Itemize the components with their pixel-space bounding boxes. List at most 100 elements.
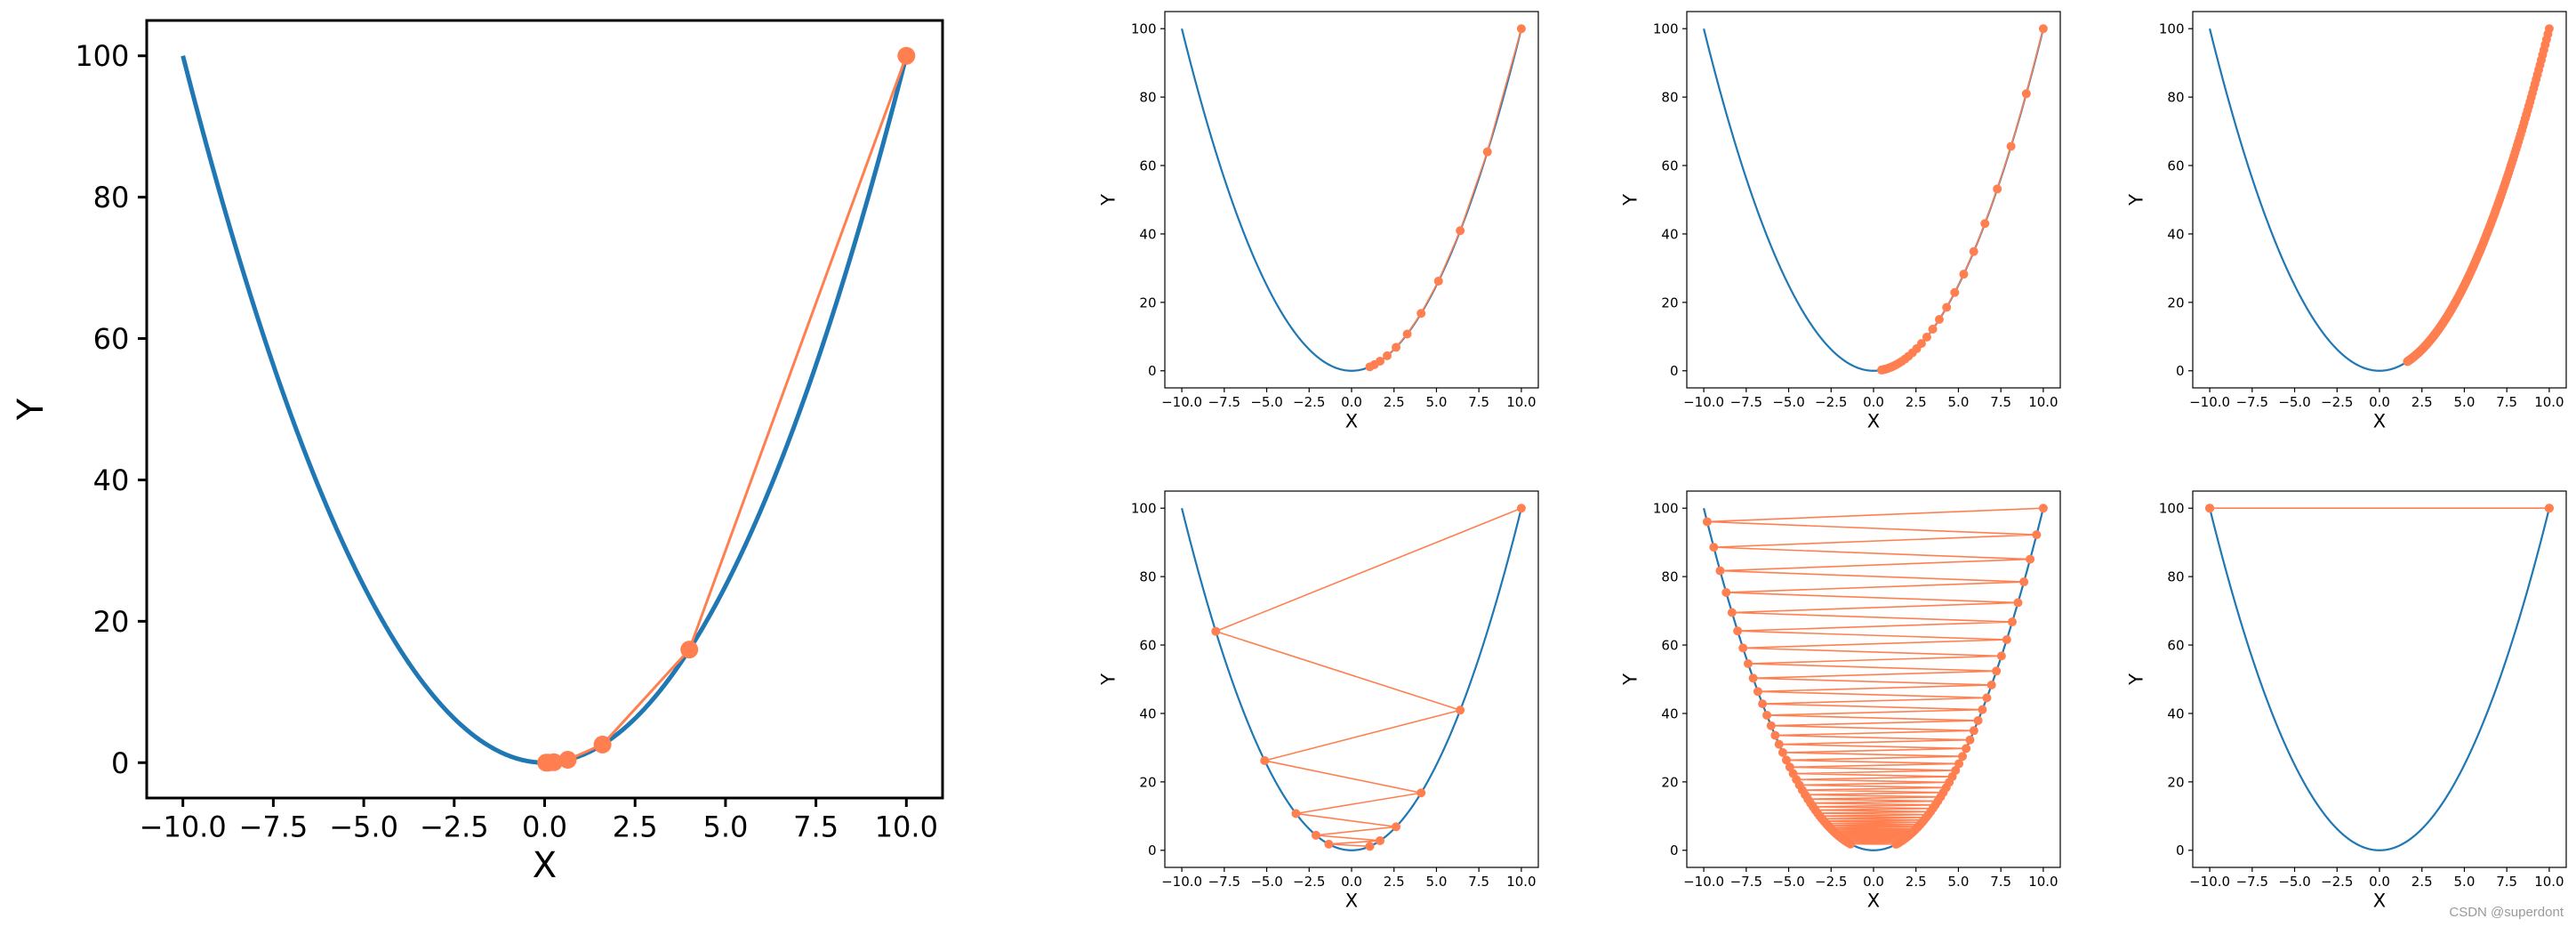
descent-point bbox=[1959, 270, 1969, 279]
function-curve bbox=[181, 55, 909, 765]
y-tick-label: 0 bbox=[2176, 363, 2185, 379]
descent-path bbox=[1215, 507, 1522, 848]
y-tick-label: 20 bbox=[2167, 294, 2184, 310]
y-tick-label: 80 bbox=[2167, 569, 2184, 585]
chart-panel-5: −10.0 −7.5 −5.0 −2.5 0.0 2.5 5.0 7.5 10.0 0 20 40 60… bbox=[1097, 490, 1539, 911]
y-tick-label: 100 bbox=[1131, 21, 1157, 37]
y-tick-label: 0 bbox=[1148, 842, 1157, 858]
x-tick-label: −7.5 bbox=[239, 810, 309, 844]
y-tick-label: 0 bbox=[1670, 363, 1679, 379]
descent-point bbox=[1291, 809, 1301, 818]
descent-point bbox=[1934, 315, 1944, 325]
descent-point bbox=[1748, 673, 1758, 683]
descent-point bbox=[1733, 626, 1743, 636]
y-tick-label: 20 bbox=[2167, 774, 2184, 790]
x-tick-label: 10.0 bbox=[875, 810, 938, 844]
x-tick-label: 0.0 bbox=[522, 810, 567, 844]
x-tick-label: 5.0 bbox=[2454, 394, 2476, 410]
x-axis-label: X bbox=[2373, 890, 2386, 911]
chart-panel-2: −10.0 −7.5 −5.0 −2.5 0.0 2.5 5.0 7.5 10.0 0 20 40 60… bbox=[1097, 11, 1539, 431]
x-tick-label: 0.0 bbox=[2369, 874, 2390, 890]
descent-point bbox=[1891, 840, 1901, 850]
descent-point bbox=[1942, 302, 1952, 312]
descent-point bbox=[1846, 839, 1856, 849]
descent-point bbox=[1758, 699, 1768, 709]
descent-point bbox=[1715, 566, 1725, 576]
y-tick-label: 0 bbox=[111, 746, 129, 780]
descent-point bbox=[2013, 598, 2023, 608]
y-tick-label: 40 bbox=[2167, 226, 2184, 242]
descent-point bbox=[1456, 226, 1465, 236]
y-tick-label: 100 bbox=[2159, 21, 2185, 37]
descent-point bbox=[1950, 287, 1960, 297]
descent-point bbox=[1376, 835, 1385, 845]
y-axis-label: Y bbox=[11, 398, 52, 421]
descent-point bbox=[1433, 276, 1443, 286]
x-axis-label: X bbox=[2373, 410, 2386, 431]
x-tick-label: 5.0 bbox=[1948, 874, 1970, 890]
chart-panel-1: −10.0 −7.5 −5.0 −2.5 0.0 2.5 5.0 7.5 10.0 0 20 40 60… bbox=[11, 19, 944, 886]
x-tick-label: 7.5 bbox=[1468, 874, 1489, 890]
y-tick-label: 80 bbox=[1661, 90, 1678, 106]
x-tick-label: −5.0 bbox=[329, 810, 398, 844]
descent-point bbox=[1516, 504, 1526, 513]
descent-point bbox=[1978, 705, 1987, 714]
y-axis-label: Y bbox=[1619, 673, 1641, 686]
y-tick-label: 80 bbox=[1139, 90, 1156, 106]
x-tick-label: −5.0 bbox=[2278, 394, 2310, 410]
x-tick-label: 2.5 bbox=[613, 810, 658, 844]
x-tick-label: 7.5 bbox=[2496, 874, 2517, 890]
y-tick-label: 100 bbox=[2159, 501, 2185, 517]
descent-point bbox=[1762, 710, 1772, 720]
x-tick-label: 10.0 bbox=[2028, 394, 2058, 410]
chart-panel-6: −10.0 −7.5 −5.0 −2.5 0.0 2.5 5.0 7.5 10.0 0 20 40 60… bbox=[1619, 490, 2061, 911]
descent-point bbox=[1958, 752, 1968, 762]
x-tick-label: −5.0 bbox=[1772, 394, 1804, 410]
x-tick-label: −7.5 bbox=[1208, 394, 1240, 410]
chart-panel-4: −10.0 −7.5 −5.0 −2.5 0.0 2.5 5.0 7.5 10.0 0 20 40 60… bbox=[2125, 11, 2567, 431]
x-tick-label: 7.5 bbox=[1990, 394, 2011, 410]
x-tick-label: 0.0 bbox=[1341, 874, 1362, 890]
descent-point bbox=[537, 754, 556, 772]
x-tick-label: 10.0 bbox=[1506, 874, 1536, 890]
y-tick-label: 0 bbox=[1670, 842, 1679, 858]
x-tick-label: 5.0 bbox=[1426, 874, 1448, 890]
y-tick-label: 40 bbox=[1139, 705, 1156, 721]
descent-point bbox=[2544, 504, 2554, 513]
axes-frame bbox=[1686, 11, 2061, 389]
y-axis-label: Y bbox=[1097, 194, 1119, 206]
y-axis-label: Y bbox=[2125, 673, 2147, 686]
descent-point bbox=[1770, 730, 1780, 740]
x-tick-label: 2.5 bbox=[2411, 394, 2433, 410]
descent-point bbox=[1778, 747, 1787, 757]
x-tick-label: −7.5 bbox=[2236, 394, 2268, 410]
x-tick-label: 7.5 bbox=[793, 810, 839, 844]
x-axis-label: X bbox=[1345, 410, 1358, 431]
x-tick-label: −2.5 bbox=[2321, 874, 2353, 890]
y-tick-label: 80 bbox=[1139, 569, 1156, 585]
x-tick-label: −7.5 bbox=[1730, 874, 1762, 890]
y-tick-label: 80 bbox=[93, 181, 130, 214]
y-tick-label: 0 bbox=[1148, 363, 1157, 379]
y-tick-label: 0 bbox=[2176, 842, 2185, 858]
x-tick-label: −10.0 bbox=[140, 810, 227, 844]
x-tick-label: −2.5 bbox=[1293, 874, 1325, 890]
descent-point bbox=[1392, 343, 1401, 352]
x-axis-label: X bbox=[1867, 410, 1880, 431]
x-tick-label: −5.0 bbox=[2278, 874, 2310, 890]
descent-point bbox=[1516, 24, 1526, 34]
function-curve bbox=[1703, 28, 2044, 372]
x-tick-label: 10.0 bbox=[1506, 394, 1536, 410]
y-tick-label: 100 bbox=[1653, 501, 1679, 517]
descent-point bbox=[1781, 755, 1791, 765]
y-tick-label: 80 bbox=[1661, 569, 1678, 585]
y-tick-label: 100 bbox=[75, 39, 129, 73]
x-tick-label: 0.0 bbox=[2369, 394, 2390, 410]
x-tick-label: 5.0 bbox=[2454, 874, 2476, 890]
x-tick-label: 2.5 bbox=[1384, 394, 1405, 410]
descent-point bbox=[2403, 357, 2412, 367]
axes-frame bbox=[1164, 11, 1539, 389]
descent-point bbox=[1954, 759, 1964, 769]
descent-point bbox=[1456, 705, 1465, 715]
descent-point bbox=[1482, 147, 1492, 157]
